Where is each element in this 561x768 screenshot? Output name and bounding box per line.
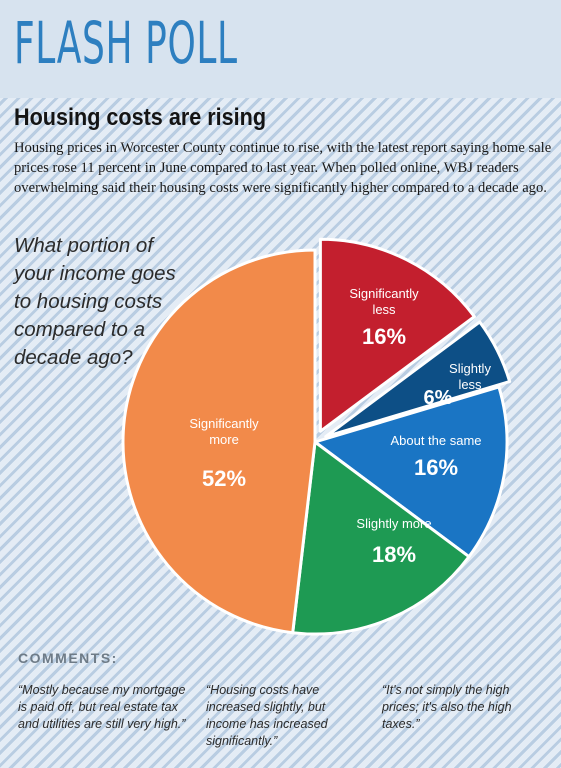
pie-slice-1 [318, 237, 476, 433]
comment-1: “Mostly because my mortgage is paid off,… [18, 683, 186, 731]
slice-percent-4: 18% [372, 542, 416, 567]
poll-question: What portion of your income goes to hous… [14, 234, 176, 369]
comments-heading: COMMENTS: [18, 650, 118, 666]
pie-slice-5 [121, 248, 317, 635]
header-band: FLASH POLL [0, 0, 561, 98]
flash-poll-title: FLASH POLL [14, 9, 238, 77]
comment-2: “Housing costs have increased slightly, … [206, 683, 328, 748]
slice-label-1: Significantly less [349, 286, 419, 317]
headline: Housing costs are rising [14, 104, 267, 131]
slice-label-5: Significantly more [189, 416, 259, 447]
slice-label-4: Slightly more [356, 516, 431, 531]
pie-slice-4 [291, 440, 471, 636]
deck-text: Housing prices in Worcester County conti… [14, 140, 552, 196]
slice-percent-2: 6% [424, 387, 453, 409]
slice-label-2: Slightly less [449, 361, 491, 392]
slice-percent-5: 52% [202, 466, 246, 491]
slice-label-3: About the same [390, 433, 481, 448]
comment-3: “It's not simply the high prices; it's a… [382, 683, 512, 731]
pie-slice-2 [324, 320, 512, 439]
slice-percent-1: 16% [362, 324, 406, 349]
pie-slice-3 [313, 385, 509, 559]
slice-percent-3: 16% [414, 455, 458, 480]
